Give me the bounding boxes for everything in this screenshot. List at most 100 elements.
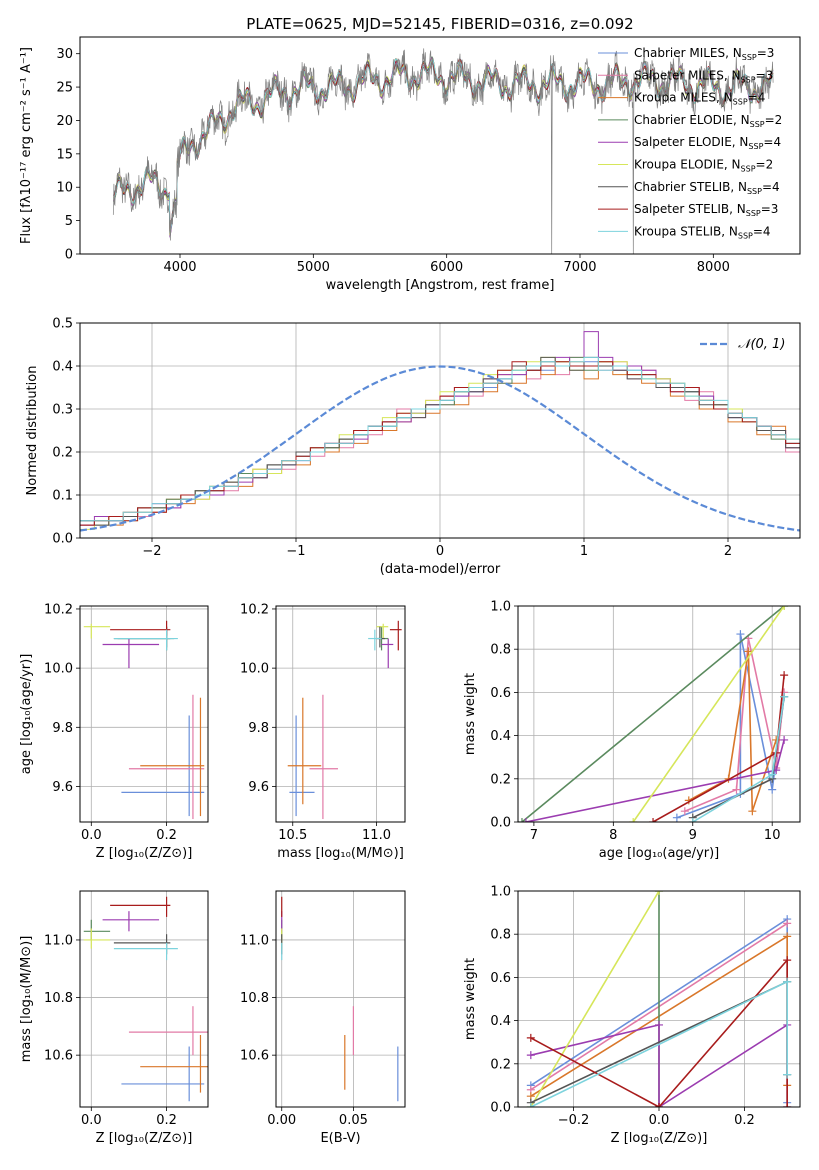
weight-marker bbox=[655, 1103, 663, 1107]
weight_vs_Z-ytick-label: 0.0 bbox=[490, 1101, 511, 1116]
residual-histogram bbox=[80, 356, 800, 522]
legend-label: Salpeter STELIB, NSSP=3 bbox=[634, 202, 778, 218]
data-point bbox=[113, 934, 171, 955]
age_vs_mass-xtick-label: 10.5 bbox=[278, 828, 307, 843]
residuals-xtick-label: −1 bbox=[286, 544, 305, 559]
age_vs_mass-xtick-label: 11.0 bbox=[362, 828, 391, 843]
residuals-xlabel: (data-model)/error bbox=[380, 562, 501, 577]
weight-marker bbox=[768, 770, 777, 779]
weight-marker bbox=[744, 647, 753, 656]
data-point bbox=[140, 1035, 208, 1093]
spectrum-frame bbox=[79, 36, 801, 255]
weight_vs_age-plot bbox=[518, 606, 789, 822]
data-point bbox=[121, 1046, 205, 1102]
weight_vs_Z-ylabel: mass weight bbox=[463, 958, 478, 1040]
spectrum-xtick-label: 6000 bbox=[430, 260, 463, 275]
weight-series bbox=[525, 739, 785, 822]
mass_vs_Z-xtick-label: 0.2 bbox=[156, 1113, 177, 1128]
data-point bbox=[309, 694, 338, 820]
mass_vs_ebv-ytick-label: 11.0 bbox=[240, 933, 269, 948]
weight_vs_Z-ytick-label: 1.0 bbox=[490, 885, 511, 900]
age_vs_mass-ytick-label: 10.0 bbox=[240, 662, 269, 677]
residuals-ytick-label: 0.5 bbox=[52, 317, 73, 332]
age_vs_Z-ylabel: age [log₁₀(age/yr)] bbox=[19, 654, 34, 775]
spectrum-ytick-label: 15 bbox=[56, 147, 73, 162]
weight_vs_age-ylabel: mass weight bbox=[463, 673, 478, 755]
age_vs_Z-axes: 0.0 0.2 9.6 9.8 10.0 10.2 Z [log₁₀(Z/Z⊙)] age [… bbox=[19, 602, 208, 861]
age_vs_Z-frame bbox=[79, 605, 209, 823]
legend-label: Chabrier STELIB, NSSP=4 bbox=[634, 180, 780, 196]
age_vs_Z-xtick-label: 0.0 bbox=[81, 828, 102, 843]
spectrum-ytick-label: 20 bbox=[56, 114, 73, 129]
residuals-axes: −2 −1 0 1 2 0.0 0.1 0.2 0.3 0.4 0.5 (data-model)/er… bbox=[25, 317, 800, 577]
weight-series bbox=[530, 891, 660, 1107]
data-point bbox=[110, 620, 171, 636]
data-point bbox=[376, 623, 389, 639]
weight-marker bbox=[736, 630, 745, 639]
weight-marker bbox=[780, 692, 789, 701]
age_vs_mass-ytick-label: 9.6 bbox=[248, 780, 269, 795]
weight-series bbox=[688, 651, 777, 812]
weight-marker bbox=[748, 807, 757, 816]
weight-marker bbox=[783, 1070, 792, 1079]
data-point bbox=[113, 629, 178, 651]
age_vs_Z-ytick-label: 9.6 bbox=[52, 780, 73, 795]
data-point bbox=[368, 629, 382, 651]
residuals-plot bbox=[80, 331, 800, 532]
weight-marker bbox=[672, 813, 681, 822]
spectrum-ylabel: Flux [fλ10⁻¹⁷ erg cm⁻² s⁻¹ A⁻¹] bbox=[19, 47, 34, 244]
spectrum-data-line bbox=[112, 48, 774, 254]
residuals-ytick-label: 0.4 bbox=[52, 360, 73, 375]
weight-marker bbox=[521, 818, 530, 822]
age_vs_mass-ytick-label: 10.2 bbox=[240, 602, 269, 617]
age_vs_mass-ytick-label: 9.8 bbox=[248, 721, 269, 736]
data-point bbox=[83, 928, 111, 949]
age_vs_mass-plot bbox=[287, 620, 402, 820]
mass_vs_ebv-xtick-label: 0.00 bbox=[267, 1113, 296, 1128]
mass_vs_ebv-axes: 0.00 0.05 10.6 10.8 11.0 E(B-V) bbox=[240, 891, 405, 1146]
weight_vs_Z-ytick-label: 0.8 bbox=[490, 928, 511, 943]
age_vs_Z-ytick-label: 9.8 bbox=[52, 721, 73, 736]
age_vs_Z-ytick-label: 10.0 bbox=[44, 662, 73, 677]
residuals-ylabel: Normed distribution bbox=[25, 366, 40, 496]
weight-marker bbox=[688, 818, 697, 822]
weight-marker bbox=[732, 785, 741, 794]
spectrum-ytick-label: 30 bbox=[56, 47, 73, 62]
mass_vs_ebv-ytick-label: 10.6 bbox=[240, 1049, 269, 1064]
data-point bbox=[102, 911, 160, 932]
spectrum-ytick-label: 25 bbox=[56, 81, 73, 96]
mass_vs_Z-axes: 0.0 0.2 10.6 10.8 11.0 Z [log₁₀(Z/Z⊙)] mass [l… bbox=[19, 891, 208, 1146]
weight-marker bbox=[518, 818, 526, 822]
data-point bbox=[140, 697, 205, 817]
weight-series bbox=[632, 606, 785, 822]
weight_vs_age-axes: 7 8 9 10 0.0 0.2 0.4 0.6 0.8 1.0 age [log₁₀(age/yr… bbox=[463, 600, 800, 861]
weight-marker bbox=[783, 1103, 792, 1107]
weight-marker bbox=[783, 956, 792, 965]
weight_vs_Z-xtick-label: 0.0 bbox=[649, 1113, 670, 1128]
legend-label: Chabrier ELODIE, NSSP=2 bbox=[634, 113, 782, 129]
spectrum-xtick-label: 7000 bbox=[563, 260, 596, 275]
residuals-xtick-label: −2 bbox=[142, 544, 161, 559]
data-point bbox=[128, 694, 205, 820]
residuals-xtick-label: 1 bbox=[580, 544, 588, 559]
weight_vs_age-xtick-label: 10 bbox=[764, 828, 781, 843]
weight-marker bbox=[655, 1020, 663, 1029]
weight_vs_age-ytick-label: 0.0 bbox=[490, 816, 511, 831]
weight-marker bbox=[649, 818, 658, 822]
gaussian-curve bbox=[80, 365, 800, 532]
data-point bbox=[113, 942, 178, 961]
weight_vs_age-ytick-label: 0.2 bbox=[490, 772, 511, 787]
data-point bbox=[128, 1006, 208, 1056]
age_vs_Z-ytick-label: 10.2 bbox=[44, 602, 73, 617]
weight_vs_age-frame bbox=[517, 605, 801, 823]
spectrum-plot bbox=[112, 48, 774, 254]
weight-marker bbox=[526, 1103, 535, 1107]
age_vs_Z-plot bbox=[83, 620, 205, 820]
residuals-ytick-label: 0.3 bbox=[52, 403, 73, 418]
weight_vs_Z-ytick-label: 0.6 bbox=[490, 971, 511, 986]
mass_vs_ebv-ytick-label: 10.8 bbox=[240, 991, 269, 1006]
weight_vs_Z-xtick-label: −0.2 bbox=[558, 1113, 590, 1128]
weight_vs_Z-ytick-label: 0.4 bbox=[490, 1014, 511, 1029]
age_vs_mass-xlabel: mass [log₁₀(M/M⊙)] bbox=[277, 846, 404, 861]
data-point bbox=[389, 620, 402, 651]
